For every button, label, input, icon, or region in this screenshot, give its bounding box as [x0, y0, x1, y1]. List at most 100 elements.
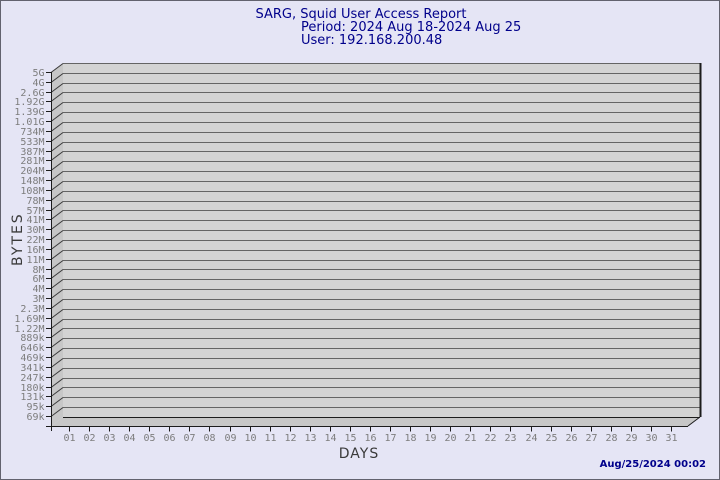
wall-gridline [50, 63, 64, 73]
y-tick-label: 16M [26, 245, 44, 256]
wall-gridline [50, 181, 64, 191]
y-tick-label: 469k [20, 353, 44, 364]
x-tick-label: 27 [585, 433, 597, 444]
wall-gridline [50, 319, 64, 329]
wall-gridline [50, 102, 64, 112]
x-tick-label: 26 [565, 433, 577, 444]
x-tick-label: 17 [384, 433, 396, 444]
wall-gridline [50, 250, 64, 260]
generation-timestamp: Aug/25/2024 00:02 [599, 459, 706, 470]
x-tick-label: 08 [203, 433, 215, 444]
wall-gridline [50, 397, 64, 407]
wall-gridline [50, 260, 64, 270]
wall-gridline [50, 112, 64, 122]
y-tick-label: 387M [20, 147, 44, 158]
wall-gridline [50, 171, 64, 181]
y-tick-label: 6M [32, 274, 44, 285]
x-tick-label: 14 [324, 433, 336, 444]
x-tick-label: 04 [123, 433, 135, 444]
x-tick-label: 25 [545, 433, 557, 444]
wall-gridline [50, 132, 64, 142]
y-tick-label: 1.39G [14, 107, 44, 118]
wall-gridline [50, 191, 64, 201]
wall-gridlines [50, 63, 64, 417]
y-tick-label: 57M [26, 206, 44, 217]
floor-right-edge [687, 416, 701, 427]
wall-gridline [50, 210, 64, 220]
report-title: SARG, Squid User Access Report [255, 7, 467, 22]
y-axis-title: BYTES [10, 212, 26, 266]
y-tick-label: 5G [32, 68, 44, 79]
x-tick-label: 19 [424, 433, 436, 444]
x-tick-label: 31 [665, 433, 677, 444]
wall-gridline [50, 269, 64, 279]
wall-gridline [50, 161, 64, 171]
x-tick-label: 01 [63, 433, 75, 444]
y-tick-label: 1.69M [14, 314, 44, 325]
wall-gridline [50, 73, 64, 83]
y-tick-label: 247k [20, 373, 44, 384]
x-tick-label: 03 [103, 433, 115, 444]
y-tick-label: 95k [26, 402, 44, 413]
y-tick-label: 341k [20, 363, 44, 374]
wall-gridline [50, 92, 64, 102]
y-tick-label: 2.3M [20, 304, 44, 315]
wall-gridline [50, 289, 64, 299]
wall-gridline [50, 328, 64, 338]
x-axis-title: DAYS [338, 446, 380, 462]
x-tick-label: 02 [83, 433, 95, 444]
x-tick-label: 12 [284, 433, 296, 444]
y-tick-label: 131k [20, 392, 44, 403]
y-tick-label: 281M [20, 156, 44, 167]
x-tick-label: 07 [183, 433, 195, 444]
y-tick-label: 2.6G [20, 88, 44, 99]
x-tick-label: 10 [244, 433, 256, 444]
y-tick-label: 4G [32, 78, 44, 89]
wall-gridline [50, 338, 64, 348]
wall-gridline [50, 309, 64, 319]
x-tick-label: 05 [143, 433, 155, 444]
wall-gridline [50, 83, 64, 93]
wall-gridline [50, 230, 64, 240]
y-tick-label: 108M [20, 186, 44, 197]
y-tick-label: 1.22M [14, 324, 44, 335]
y-tick-label: 78M [26, 196, 44, 207]
x-tick-label: 24 [525, 433, 537, 444]
wall-gridline [50, 407, 64, 417]
wall-gridline [50, 201, 64, 211]
wall-gridline [50, 151, 64, 161]
x-tick-label: 21 [464, 433, 476, 444]
y-tick-label: 734M [20, 127, 44, 138]
y-tick-label: 533M [20, 137, 44, 148]
y-ticks [46, 72, 51, 417]
wall-gridline [50, 387, 64, 397]
x-tick-label: 11 [264, 433, 276, 444]
x-tick-labels: 01 02 03 04 05 06 07 08 09 10 11 12 13 14 15 16 17 18 19 20… [63, 433, 677, 444]
x-tick-label: 29 [625, 433, 637, 444]
x-tick-label: 06 [163, 433, 175, 444]
y-tick-label: 180k [20, 383, 44, 394]
y-tick-label: 889k [20, 333, 44, 344]
y-tick-label: 11M [26, 255, 44, 266]
wall-gridline [50, 358, 64, 368]
x-tick-label: 30 [645, 433, 657, 444]
report-user: User: 192.168.200.48 [301, 33, 443, 48]
wall-gridline [50, 368, 64, 378]
wall-gridline [50, 240, 64, 250]
x-tick-label: 22 [484, 433, 496, 444]
chart-floor [51, 417, 700, 426]
wall-gridline [50, 299, 64, 309]
x-tick-label: 13 [304, 433, 316, 444]
wall-gridline [50, 122, 64, 132]
y-tick-label: 1.92G [14, 97, 44, 108]
x-tick-label: 20 [444, 433, 456, 444]
y-tick-label: 1.01G [14, 117, 44, 128]
x-tick-label: 16 [364, 433, 376, 444]
wall-gridline [50, 348, 64, 358]
y-tick-label: 4M [32, 284, 44, 295]
y-tick-label: 3M [32, 294, 44, 305]
wall-gridline [50, 378, 64, 388]
y-tick-label: 148M [20, 176, 44, 187]
